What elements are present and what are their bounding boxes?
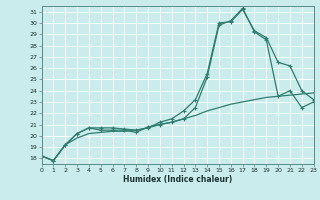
X-axis label: Humidex (Indice chaleur): Humidex (Indice chaleur) <box>123 175 232 184</box>
